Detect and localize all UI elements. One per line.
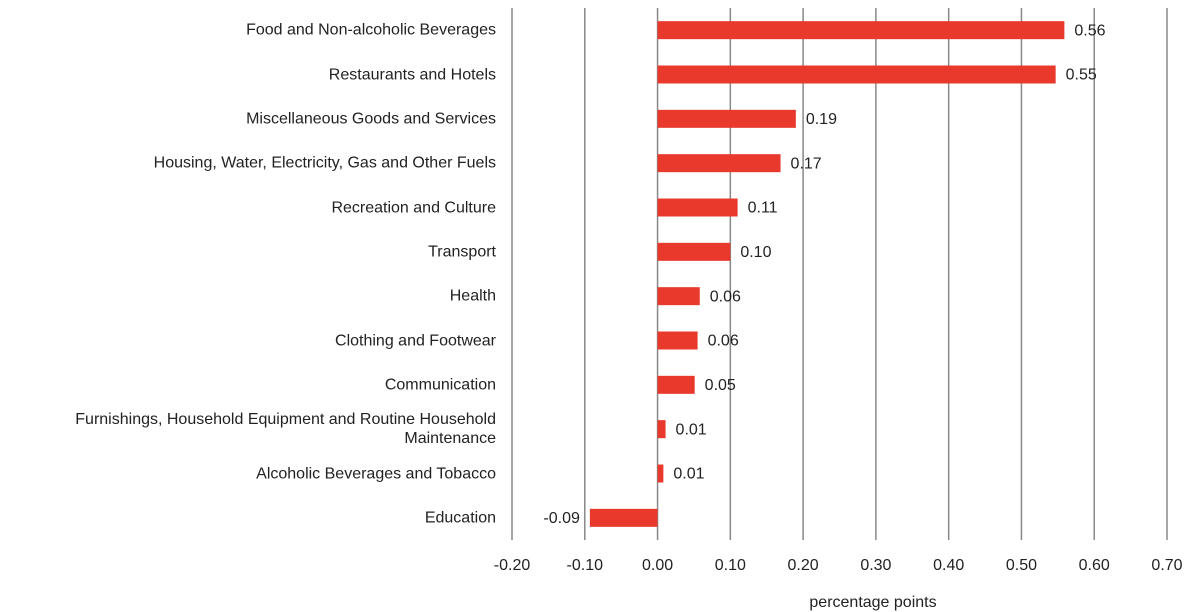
- x-tick-label: 0.60: [1079, 557, 1110, 574]
- data-label: 0.05: [705, 377, 736, 394]
- bar: [657, 464, 664, 483]
- data-label: -0.09: [543, 510, 580, 527]
- bar: [657, 21, 1065, 40]
- x-tick-label: -0.20: [494, 557, 531, 574]
- x-tick-label: 0.40: [933, 557, 964, 574]
- x-tick-label: 0.20: [788, 557, 819, 574]
- data-label: 0.01: [673, 466, 704, 483]
- data-label: 0.06: [710, 288, 741, 305]
- category-label: Food and Non-alcoholic Beverages: [246, 21, 496, 39]
- x-tick-label: 0.10: [715, 557, 746, 574]
- bar: [657, 331, 698, 350]
- category-label: Clothing and Footwear: [335, 332, 496, 349]
- category-label: Alcoholic Beverages and Tobacco: [256, 465, 496, 482]
- x-tick-label: -0.10: [567, 557, 604, 574]
- bar: [589, 508, 658, 527]
- category-label: Transport: [428, 243, 496, 261]
- bar: [657, 375, 695, 394]
- data-label: 0.55: [1066, 67, 1097, 84]
- bar: [657, 198, 738, 217]
- bar: [657, 109, 796, 128]
- data-label: 0.10: [740, 244, 771, 261]
- x-tick-label: 0.70: [1151, 557, 1182, 574]
- data-label: 0.19: [806, 111, 837, 128]
- x-axis-title: percentage points: [809, 594, 936, 611]
- data-label: 0.17: [791, 155, 822, 172]
- category-label: Restaurants and Hotels: [328, 66, 496, 83]
- data-label: 0.56: [1074, 22, 1105, 39]
- data-label: 0.11: [748, 200, 778, 217]
- category-label: Education: [424, 509, 496, 527]
- category-label: Communication: [384, 376, 496, 394]
- x-tick-label: 0.00: [642, 557, 673, 574]
- category-label: Recreation and Culture: [331, 199, 496, 216]
- bar: [657, 65, 1056, 84]
- x-tick-label: 0.50: [1006, 557, 1037, 574]
- category-label: Housing, Water, Electricity, Gas and Oth…: [153, 154, 496, 172]
- bar: [657, 242, 731, 261]
- data-label: 0.06: [708, 333, 739, 350]
- data-label: 0.01: [676, 421, 707, 438]
- bar: [657, 287, 700, 306]
- category-label: Health: [449, 287, 496, 305]
- bar: [657, 420, 666, 439]
- bar: [657, 154, 781, 173]
- x-tick-label: 0.30: [860, 557, 891, 574]
- category-label: Furnishings, Household Equipment and Rou…: [75, 411, 496, 448]
- category-label: Miscellaneous Goods and Services: [246, 110, 496, 128]
